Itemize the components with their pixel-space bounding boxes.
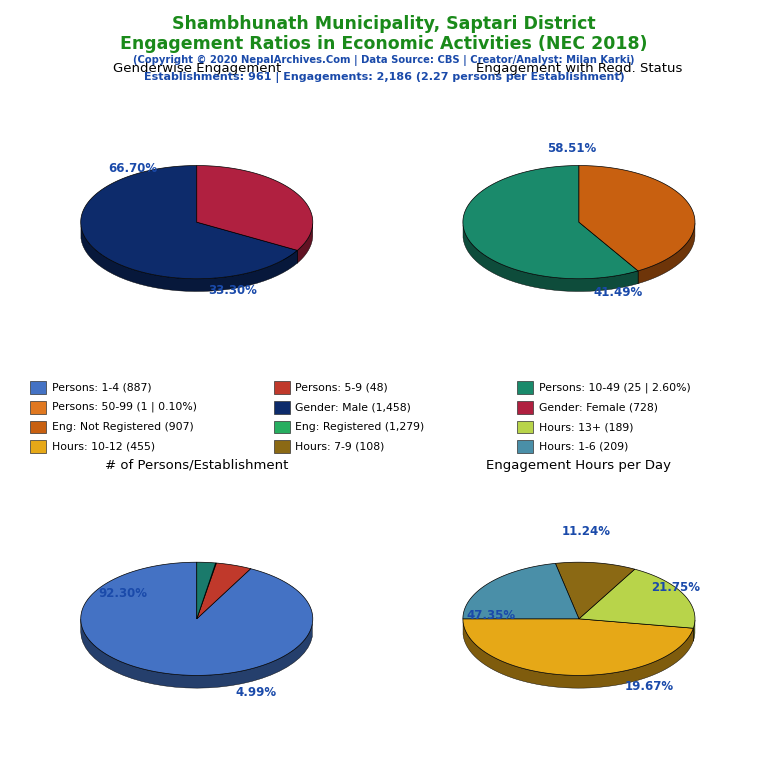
Text: (Copyright © 2020 NepalArchives.Com | Data Source: CBS | Creator/Analyst: Milan : (Copyright © 2020 NepalArchives.Com | Da… [134, 55, 634, 66]
Polygon shape [197, 222, 297, 263]
Polygon shape [579, 569, 695, 628]
Bar [30, 441, 46, 453]
Text: Shambhunath Municipality, Saptari District: Shambhunath Municipality, Saptari Distri… [172, 15, 596, 33]
Bar [273, 441, 290, 453]
Polygon shape [463, 166, 638, 279]
Text: Gender: Male (1,458): Gender: Male (1,458) [296, 402, 412, 412]
Text: Hours: 1-6 (209): Hours: 1-6 (209) [538, 442, 628, 452]
Polygon shape [81, 166, 297, 279]
Text: 33.30%: 33.30% [207, 283, 257, 296]
Polygon shape [579, 619, 694, 641]
Bar [273, 401, 290, 413]
Polygon shape [463, 564, 579, 619]
Title: Engagement with Regd. Status: Engagement with Regd. Status [475, 62, 682, 75]
Polygon shape [197, 563, 217, 619]
Text: Hours: 10-12 (455): Hours: 10-12 (455) [52, 442, 155, 452]
Polygon shape [197, 166, 313, 250]
Text: Engagement Ratios in Economic Activities (NEC 2018): Engagement Ratios in Economic Activities… [121, 35, 647, 52]
Title: Engagement Hours per Day: Engagement Hours per Day [486, 459, 671, 472]
Text: 19.67%: 19.67% [625, 680, 674, 694]
Bar [517, 421, 533, 433]
Polygon shape [197, 562, 216, 619]
Text: 4.99%: 4.99% [236, 686, 276, 699]
Title: Genderwise Engagement: Genderwise Engagement [113, 62, 281, 75]
Text: Hours: 13+ (189): Hours: 13+ (189) [538, 422, 633, 432]
Text: Eng: Not Registered (907): Eng: Not Registered (907) [52, 422, 194, 432]
Polygon shape [694, 620, 695, 641]
Bar [30, 421, 46, 433]
Polygon shape [197, 222, 297, 263]
Text: 58.51%: 58.51% [548, 142, 597, 155]
Text: Hours: 7-9 (108): Hours: 7-9 (108) [296, 442, 385, 452]
Polygon shape [81, 619, 313, 688]
Text: 41.49%: 41.49% [594, 286, 643, 300]
Bar [517, 401, 533, 413]
Polygon shape [463, 621, 694, 688]
Text: Persons: 10-49 (25 | 2.60%): Persons: 10-49 (25 | 2.60%) [538, 382, 690, 392]
Text: Persons: 5-9 (48): Persons: 5-9 (48) [296, 382, 388, 392]
Polygon shape [555, 562, 634, 619]
Text: 11.24%: 11.24% [561, 525, 611, 538]
Text: Gender: Female (728): Gender: Female (728) [538, 402, 657, 412]
Text: Eng: Registered (1,279): Eng: Registered (1,279) [296, 422, 425, 432]
Text: 92.30%: 92.30% [98, 587, 147, 600]
Text: Persons: 1-4 (887): Persons: 1-4 (887) [52, 382, 152, 392]
Polygon shape [81, 226, 297, 292]
Polygon shape [579, 166, 695, 271]
Polygon shape [579, 619, 694, 641]
Bar [517, 381, 533, 394]
Polygon shape [297, 223, 313, 263]
Bar [30, 401, 46, 413]
Polygon shape [579, 222, 638, 283]
Polygon shape [579, 222, 638, 283]
Text: 66.70%: 66.70% [108, 162, 157, 175]
Polygon shape [463, 225, 638, 292]
Bar [30, 381, 46, 394]
Polygon shape [197, 563, 250, 619]
Title: # of Persons/Establishment: # of Persons/Establishment [105, 459, 289, 472]
Bar [273, 381, 290, 394]
Text: Establishments: 961 | Engagements: 2,186 (2.27 persons per Establishment): Establishments: 961 | Engagements: 2,186… [144, 72, 624, 83]
Bar [273, 421, 290, 433]
Text: 47.35%: 47.35% [467, 610, 516, 623]
Polygon shape [638, 223, 695, 283]
Polygon shape [81, 562, 313, 675]
Text: Persons: 50-99 (1 | 0.10%): Persons: 50-99 (1 | 0.10%) [52, 402, 197, 412]
Text: 21.75%: 21.75% [650, 581, 700, 594]
Polygon shape [463, 619, 694, 675]
Bar [517, 441, 533, 453]
